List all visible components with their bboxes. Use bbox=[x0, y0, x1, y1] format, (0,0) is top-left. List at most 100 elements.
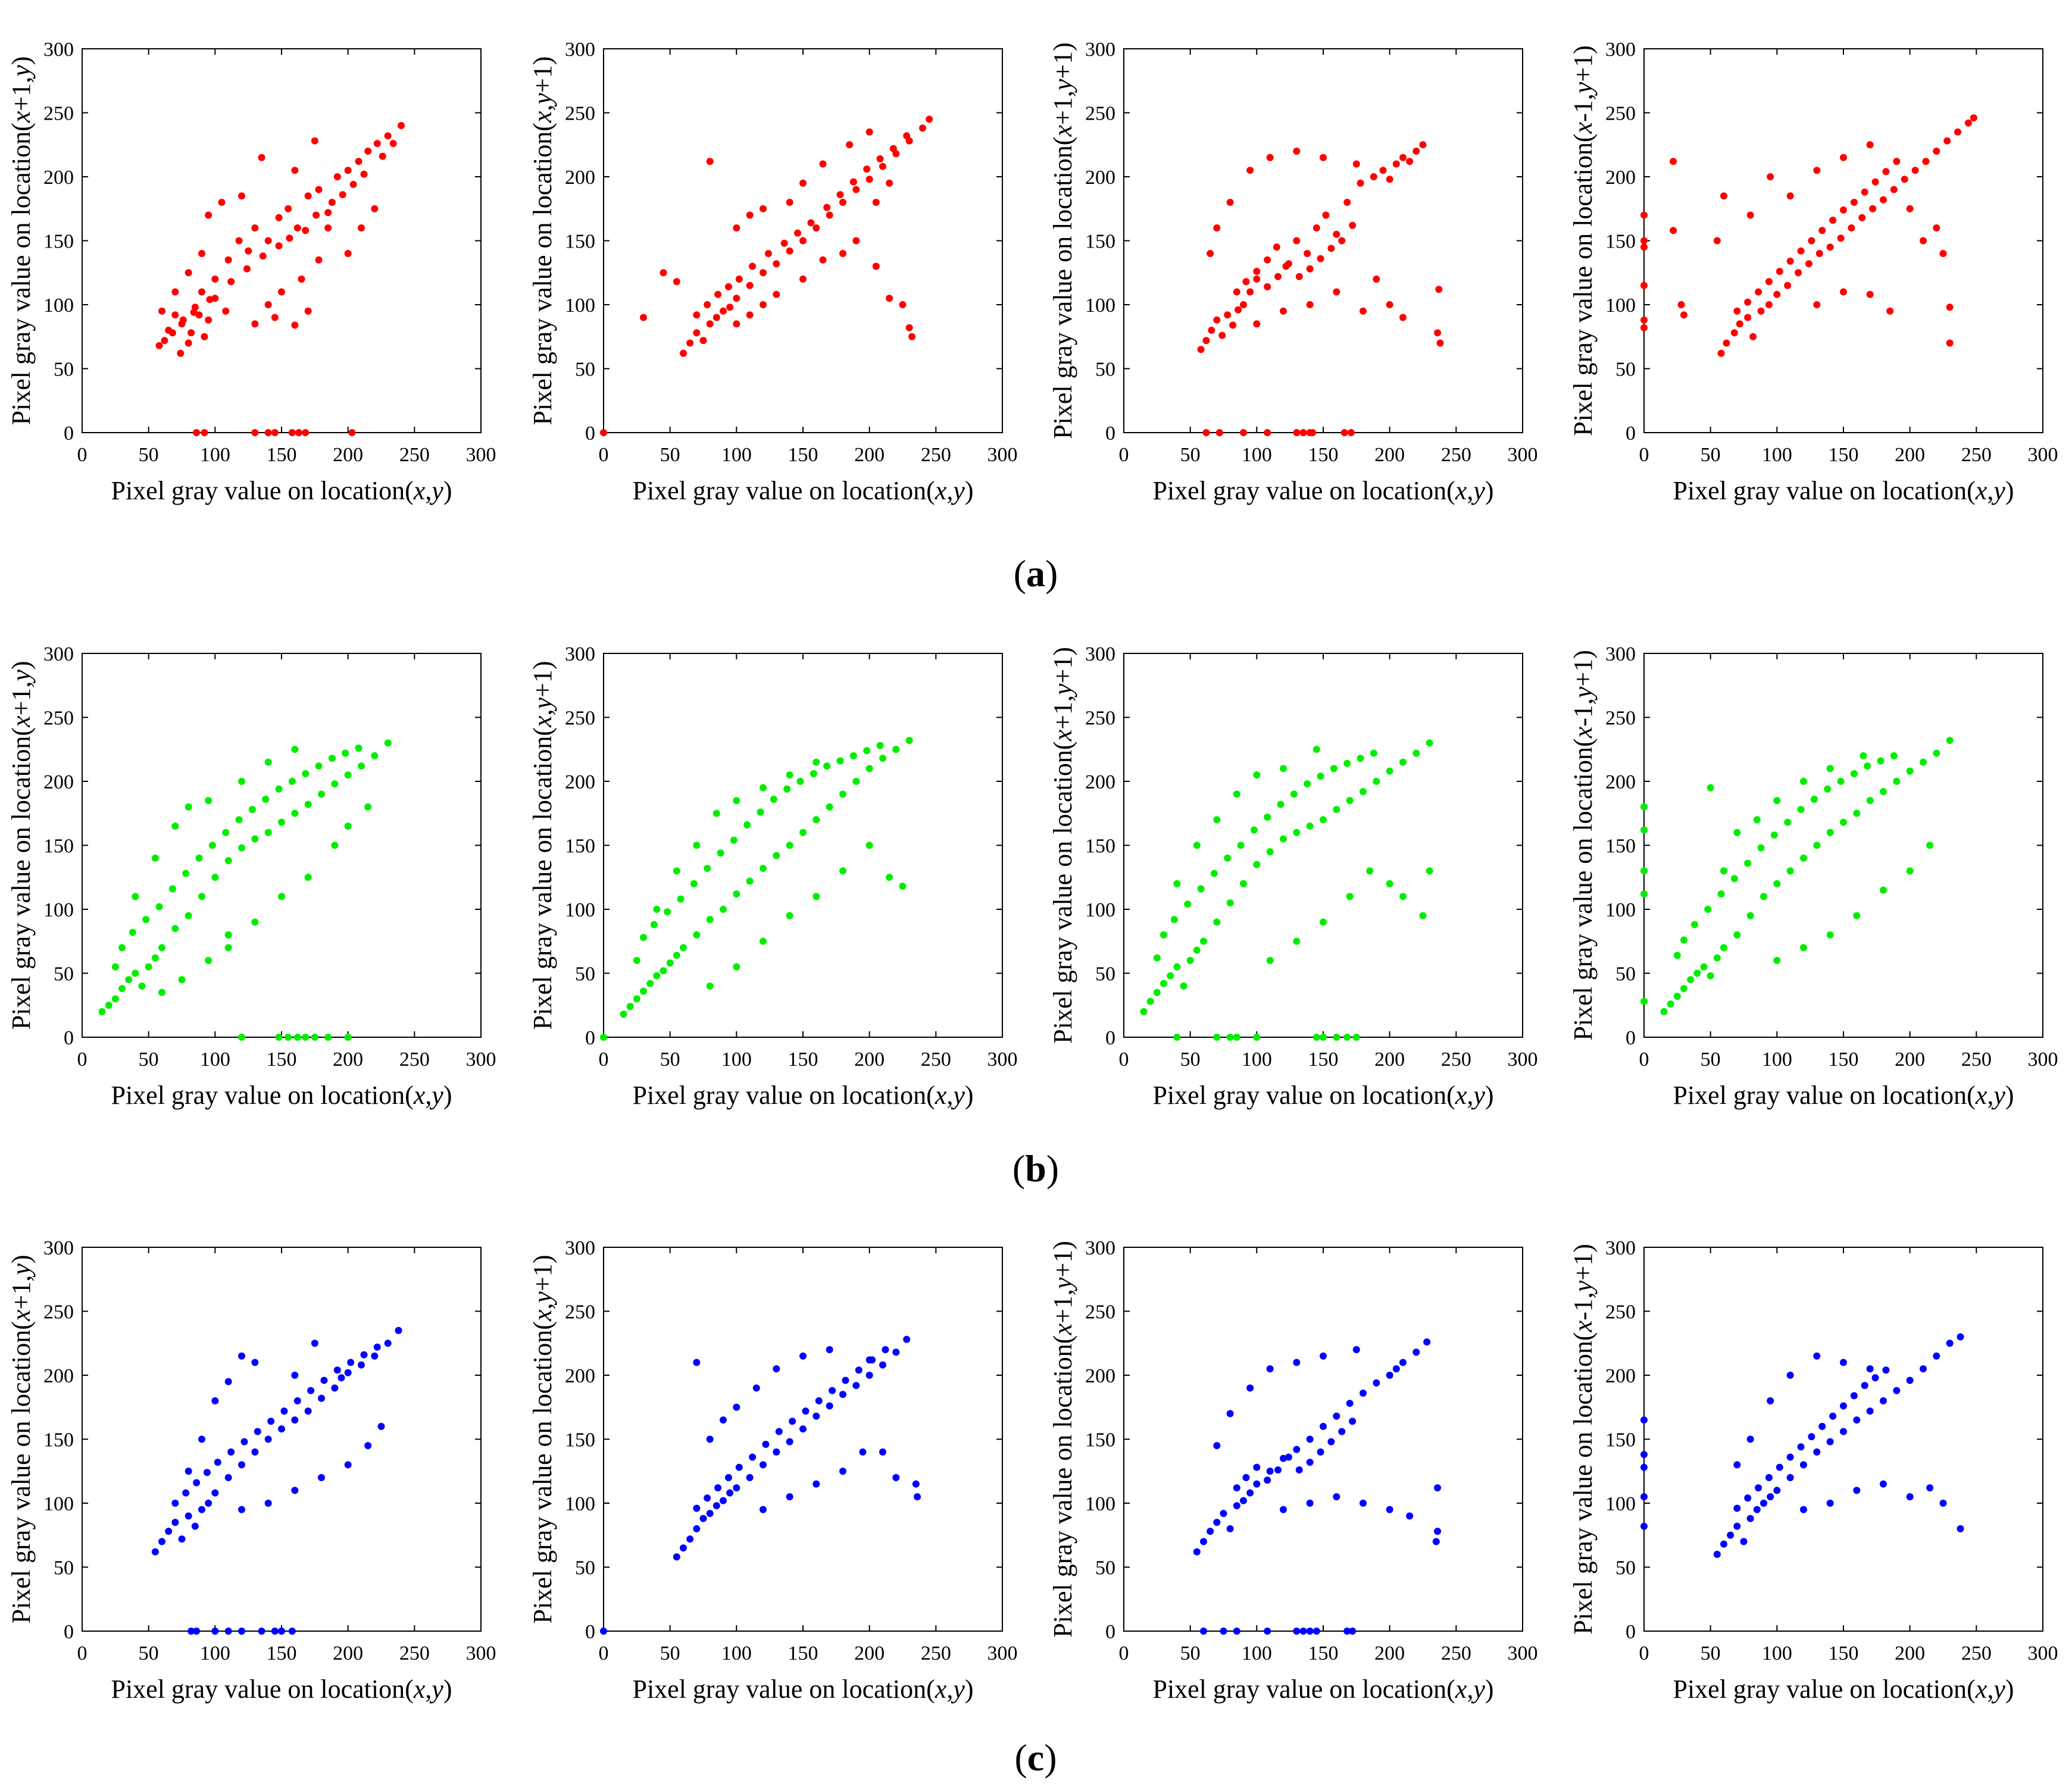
data-point bbox=[1293, 1445, 1301, 1453]
data-point bbox=[1826, 243, 1834, 251]
data-point bbox=[699, 337, 707, 345]
data-point bbox=[812, 1480, 820, 1488]
data-point bbox=[1946, 1340, 1954, 1347]
data-point bbox=[640, 934, 647, 941]
data-point bbox=[1805, 260, 1812, 268]
data-point bbox=[1749, 333, 1757, 340]
data-point bbox=[1306, 1459, 1314, 1466]
data-point bbox=[1213, 1519, 1221, 1526]
data-point bbox=[171, 1500, 179, 1507]
x-tick-label: 50 bbox=[1180, 444, 1201, 466]
data-point bbox=[1320, 918, 1327, 926]
data-point bbox=[1730, 875, 1738, 883]
data-point bbox=[773, 852, 780, 859]
data-point bbox=[288, 1628, 296, 1635]
y-tick-label: 0 bbox=[1626, 1027, 1636, 1049]
y-tick-label: 200 bbox=[1085, 1365, 1115, 1387]
data-point bbox=[222, 829, 230, 836]
y-tick-label: 200 bbox=[1605, 1365, 1636, 1387]
data-point bbox=[1760, 893, 1767, 900]
y-tick-label: 300 bbox=[1605, 643, 1636, 665]
data-point bbox=[304, 307, 312, 315]
data-point bbox=[185, 339, 192, 347]
data-point bbox=[1357, 755, 1364, 762]
data-point bbox=[1266, 1467, 1274, 1475]
data-point bbox=[262, 796, 270, 803]
data-point bbox=[693, 931, 701, 938]
data-point bbox=[1153, 954, 1161, 962]
data-point bbox=[633, 995, 640, 1003]
x-tick-label: 250 bbox=[399, 1049, 430, 1071]
data-point bbox=[1274, 1466, 1282, 1474]
data-point bbox=[1713, 954, 1721, 962]
x-tick-label: 0 bbox=[1119, 1642, 1129, 1664]
data-point bbox=[1320, 154, 1327, 161]
data-point bbox=[291, 746, 299, 753]
x-tick-label: 300 bbox=[466, 444, 496, 466]
y-tick-label: 250 bbox=[565, 1301, 595, 1323]
data-point bbox=[660, 269, 667, 277]
data-point bbox=[879, 162, 886, 170]
data-point bbox=[1880, 886, 1887, 894]
data-point bbox=[1765, 301, 1773, 308]
data-point bbox=[724, 1474, 732, 1481]
data-point bbox=[823, 762, 831, 770]
y-tick-label: 150 bbox=[43, 231, 74, 253]
data-point bbox=[1360, 1500, 1367, 1507]
data-point bbox=[1419, 912, 1427, 919]
data-point bbox=[1693, 969, 1701, 977]
data-point bbox=[1213, 816, 1221, 824]
data-point bbox=[1170, 916, 1178, 924]
x-tick-label: 50 bbox=[139, 1642, 159, 1664]
y-tick-label: 300 bbox=[43, 39, 74, 61]
x-tick-label: 250 bbox=[921, 1049, 951, 1071]
data-point bbox=[664, 908, 671, 916]
scatter-panel-c-3: 0 50 100 150 200 250 300 0 50 100 150 200 250 300 Pixe… bbox=[1048, 1237, 1538, 1704]
data-point bbox=[1946, 339, 1954, 347]
data-point bbox=[1826, 1438, 1834, 1445]
x-tick-label: 300 bbox=[466, 1049, 496, 1071]
y-tick-label: 100 bbox=[1085, 295, 1115, 317]
scatter-panel-a-1: 0 50 100 150 200 250 300 0 50 100 150 200 250 300 Pixe… bbox=[7, 39, 496, 505]
data-point bbox=[1386, 880, 1393, 887]
data-point bbox=[1202, 337, 1210, 345]
x-tick-label: 200 bbox=[854, 1642, 885, 1664]
data-point bbox=[919, 124, 926, 132]
data-point bbox=[1890, 186, 1898, 193]
data-point bbox=[730, 836, 737, 844]
data-point bbox=[1233, 1034, 1240, 1041]
x-tick-label: 50 bbox=[660, 1642, 680, 1664]
data-point bbox=[868, 1356, 876, 1364]
data-point bbox=[1717, 890, 1725, 898]
data-point bbox=[1280, 307, 1287, 315]
data-point bbox=[686, 339, 694, 347]
data-point bbox=[1815, 250, 1823, 257]
y-axis-label: Pixel gray value on location(x,y+1) bbox=[528, 661, 557, 1030]
data-point bbox=[726, 303, 734, 311]
data-point bbox=[1853, 1416, 1861, 1424]
scatter-panel-b-1: 0 50 100 150 200 250 300 0 50 100 150 200 250 300 Pixe… bbox=[7, 643, 496, 1110]
data-point bbox=[714, 290, 722, 298]
data-point bbox=[839, 790, 846, 798]
y-tick-label: 0 bbox=[585, 423, 595, 445]
data-point bbox=[1920, 758, 1927, 766]
x-tick-label: 100 bbox=[721, 444, 752, 466]
y-tick-label: 200 bbox=[1605, 771, 1636, 793]
data-point bbox=[908, 333, 916, 340]
data-point bbox=[1757, 307, 1765, 315]
data-point bbox=[1434, 1528, 1442, 1535]
x-tick-label: 300 bbox=[2028, 444, 2058, 466]
data-point bbox=[291, 167, 299, 174]
data-point bbox=[155, 342, 163, 349]
data-point bbox=[770, 796, 777, 803]
data-point bbox=[1312, 746, 1320, 753]
data-point bbox=[1370, 173, 1377, 180]
data-point bbox=[142, 916, 150, 924]
data-point bbox=[1736, 320, 1743, 328]
data-point bbox=[1866, 141, 1874, 149]
data-point bbox=[360, 1351, 368, 1359]
data-point bbox=[852, 1382, 860, 1390]
data-point bbox=[1237, 841, 1245, 849]
data-point bbox=[852, 237, 860, 245]
data-point bbox=[185, 269, 192, 277]
